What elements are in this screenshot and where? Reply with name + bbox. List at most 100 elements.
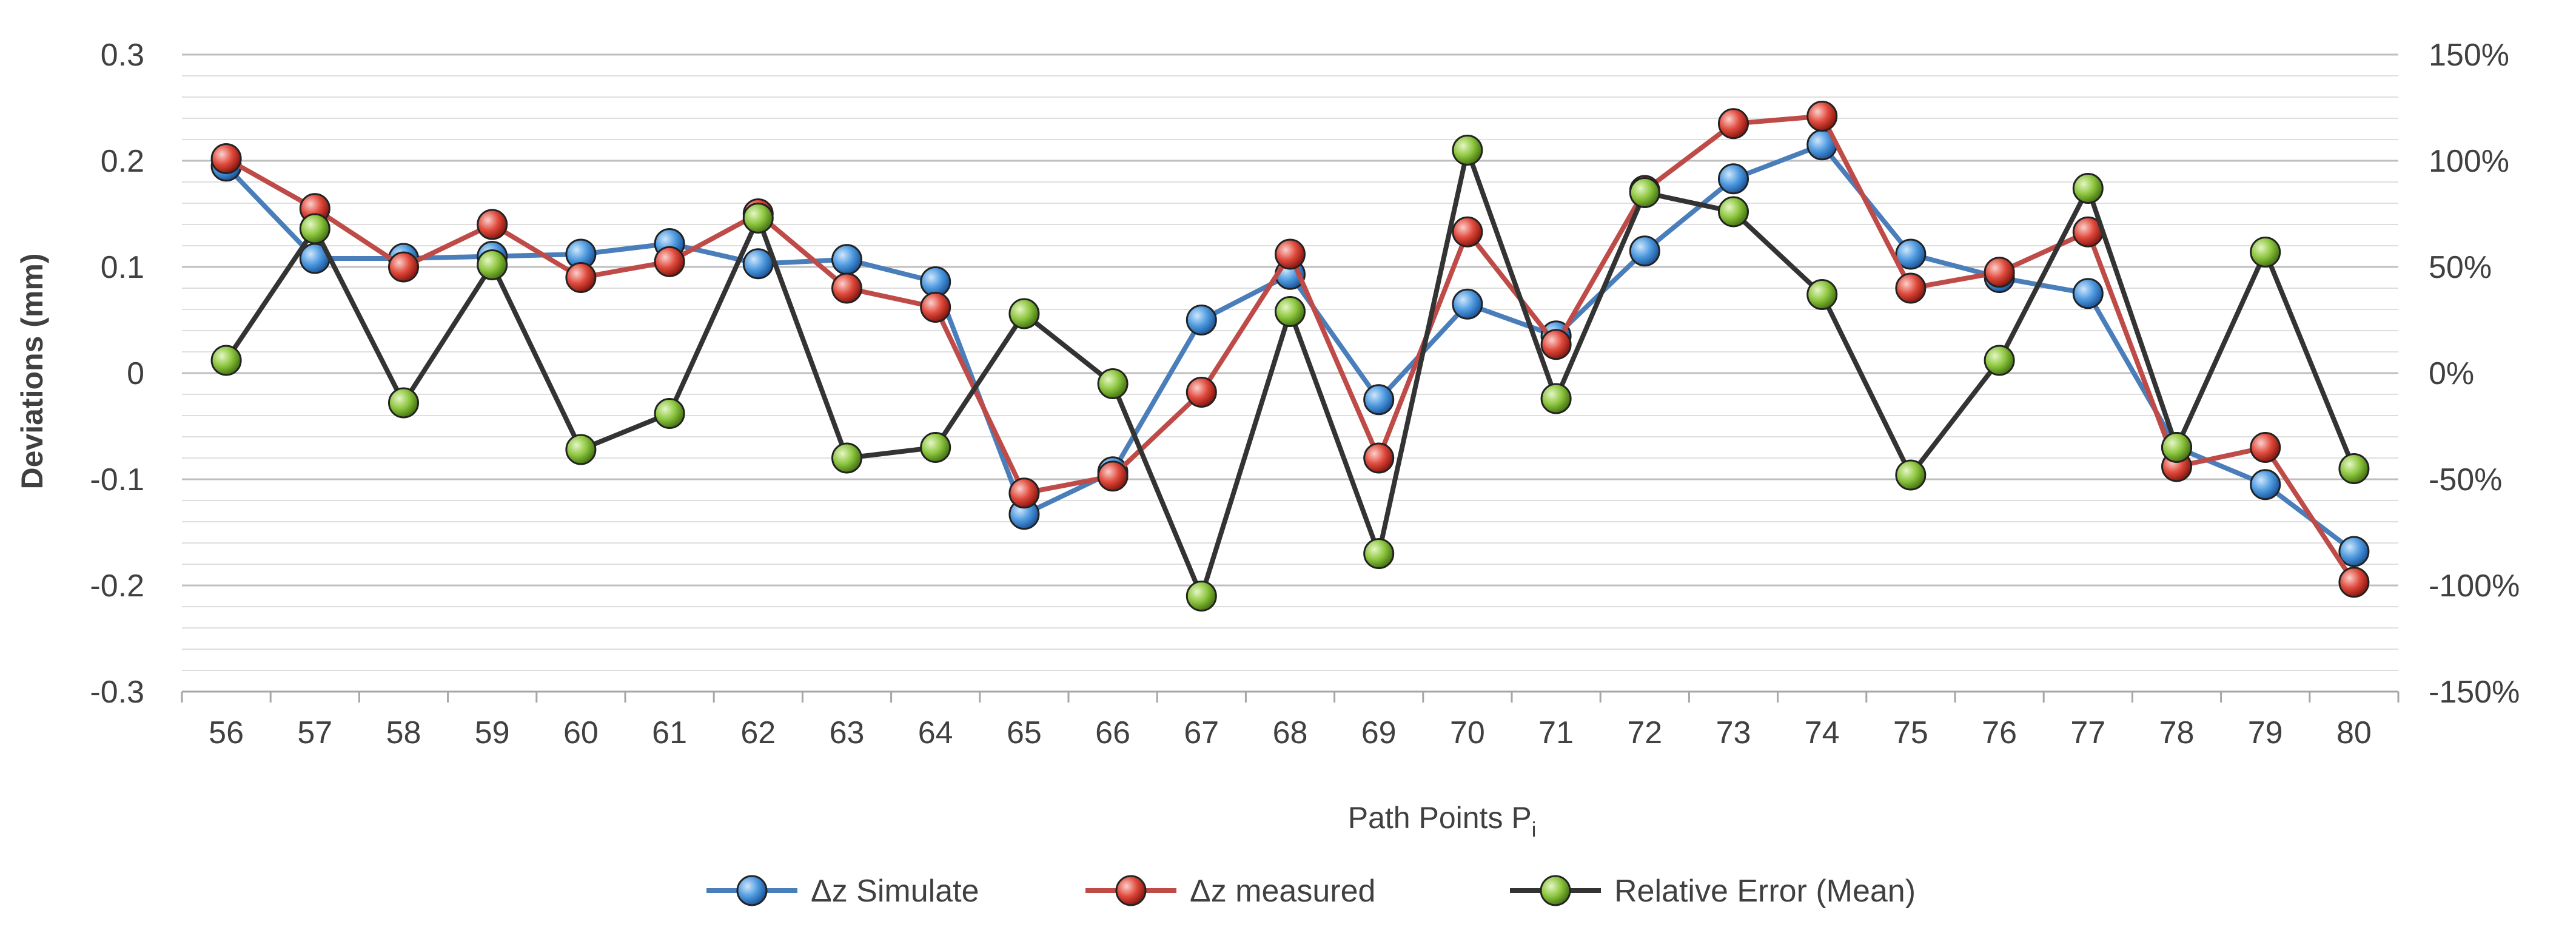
- data-point: [2338, 567, 2370, 598]
- data-point: [920, 432, 951, 463]
- data-point: [1718, 196, 1749, 228]
- x-tick-label: 76: [1982, 715, 2017, 750]
- data-point: [1806, 101, 1838, 132]
- data-point: [742, 203, 774, 234]
- data-point: [1452, 216, 1483, 248]
- x-tick-label: 69: [1361, 715, 1397, 750]
- data-point: [2072, 278, 2104, 309]
- data-point: [1452, 288, 1483, 320]
- legend-item: Relative Error (Mean): [1510, 874, 1916, 909]
- axis-labels: Deviations (mm) Path Points Pi: [15, 254, 1536, 841]
- data-point: [477, 249, 508, 280]
- data-point: [1008, 477, 1040, 509]
- data-point: [1895, 459, 1927, 491]
- x-tick-label: 65: [1007, 715, 1042, 750]
- x-tick-label: 75: [1893, 715, 1928, 750]
- x-tick-label: 79: [2248, 715, 2283, 750]
- y-tick-label: -0.1: [90, 462, 144, 497]
- data-point: [2338, 453, 2370, 484]
- data-point: [1186, 581, 1217, 612]
- data-point: [831, 442, 862, 474]
- x-tick-label: 72: [1627, 715, 1662, 750]
- y2-tick-label: -50%: [2429, 462, 2502, 497]
- data-point: [2338, 536, 2370, 567]
- x-tick-label: 73: [1716, 715, 1751, 750]
- x-tick-label: 56: [209, 715, 244, 750]
- data-point: [1097, 368, 1129, 399]
- data-point: [1363, 538, 1395, 569]
- data-point: [1629, 177, 1660, 208]
- data-point: [831, 272, 862, 304]
- data-point: [477, 209, 508, 240]
- x-tick-label: 57: [297, 715, 332, 750]
- data-point: [1275, 238, 1306, 270]
- legend-label: Relative Error (Mean): [1614, 874, 1916, 909]
- legend-label: Δz measured: [1190, 874, 1375, 909]
- series-0: [210, 129, 2370, 567]
- legend-item: Δz measured: [1085, 874, 1375, 909]
- data-point: [654, 246, 685, 277]
- x-axis-title-subscript: i: [1532, 818, 1537, 841]
- gridlines: [182, 53, 2398, 693]
- y-axis-title: Deviations (mm): [15, 254, 49, 490]
- x-axis-title-main: Path Points P: [1348, 801, 1532, 835]
- data-point: [1540, 383, 1572, 414]
- legend-marker: [1115, 875, 1147, 906]
- x-tick-label: 78: [2159, 715, 2195, 750]
- y-tick-label: 0: [127, 356, 144, 391]
- x-tick-label: 58: [386, 715, 421, 750]
- axes: 0.3 0.2 0.1 0 -0.1 -0.2 -0.3 150% 100% 50% 0% -50% -…: [90, 38, 2520, 750]
- y-tick-label: 0.3: [101, 38, 144, 73]
- data-point: [1363, 384, 1395, 416]
- x-tick-label: 59: [475, 715, 510, 750]
- x-tick-label: 71: [1538, 715, 1574, 750]
- data-point: [1895, 238, 1927, 270]
- y-tick-label: -0.2: [90, 568, 144, 604]
- data-point: [1984, 345, 2015, 376]
- data-point: [831, 244, 862, 275]
- data-point: [1186, 377, 1217, 408]
- data-point: [1452, 135, 1483, 166]
- legend-label: Δz Simulate: [811, 874, 979, 909]
- data-point: [1718, 163, 1749, 195]
- data-point: [742, 248, 774, 280]
- x-tick-label: 67: [1184, 715, 1219, 750]
- data-point: [2161, 432, 2192, 463]
- data-point: [1806, 279, 1838, 310]
- x-tick-label: 64: [918, 715, 953, 750]
- data-point: [299, 213, 330, 244]
- x-tick-label: 70: [1450, 715, 1485, 750]
- series-line: [225, 113, 2356, 584]
- data-point: [210, 345, 242, 376]
- y-tick-label: 0.1: [101, 250, 144, 285]
- x-tick-label: 77: [2070, 715, 2105, 750]
- data-point: [1363, 442, 1395, 474]
- y2-tick-label: 150%: [2429, 38, 2509, 73]
- series-line: [224, 142, 2356, 554]
- data-point: [1629, 235, 1660, 267]
- y2-tick-label: 100%: [2429, 144, 2509, 179]
- x-axis-title: Path Points Pi: [1348, 801, 1537, 841]
- x-tick-label: 62: [740, 715, 776, 750]
- legend: Δz Simulate Δz measured Relative Error (Me…: [706, 874, 1916, 909]
- data-point: [920, 292, 951, 323]
- series-2: [210, 135, 2370, 612]
- y-tick-label: 0.2: [101, 144, 144, 179]
- series-group: [210, 101, 2370, 612]
- data-point: [210, 143, 242, 174]
- x-tick-label: 80: [2336, 715, 2372, 750]
- data-point: [1097, 460, 1129, 492]
- data-point: [1540, 329, 1572, 360]
- x-tick-label: 60: [563, 715, 599, 750]
- data-point: [565, 434, 597, 465]
- x-tick-label: 74: [1805, 715, 1840, 750]
- x-tick-label: 68: [1273, 715, 1308, 750]
- data-point: [2072, 173, 2104, 204]
- x-tick-label: 66: [1095, 715, 1130, 750]
- data-point: [654, 398, 685, 429]
- data-point: [1718, 108, 1749, 140]
- data-point: [388, 251, 419, 283]
- data-point: [1275, 296, 1306, 327]
